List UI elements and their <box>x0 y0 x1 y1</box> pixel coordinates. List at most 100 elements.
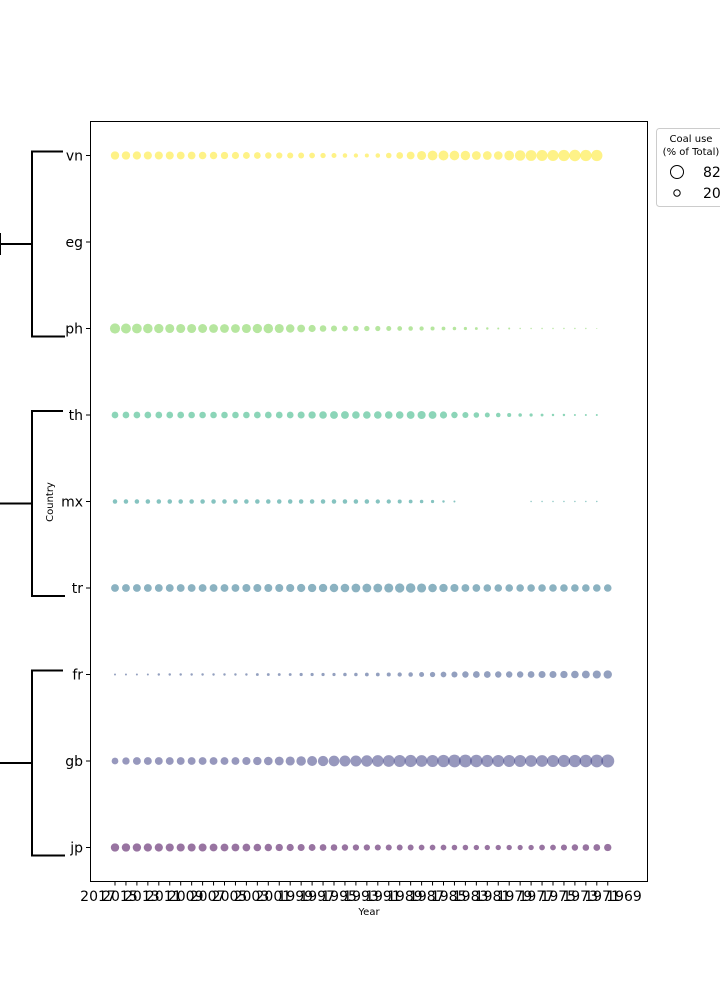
data-point-th <box>330 411 338 419</box>
data-point-jp <box>571 844 579 851</box>
data-point-fr <box>190 673 193 676</box>
data-point-fr <box>135 673 138 676</box>
data-point-ph <box>497 327 500 330</box>
x-tick-label: 1979 <box>497 889 533 905</box>
x-tick-label: 1971 <box>584 889 620 905</box>
data-point-th <box>374 411 382 419</box>
data-point-th <box>406 411 415 419</box>
data-point-mx <box>233 499 238 504</box>
data-point-gb <box>143 757 152 765</box>
data-point-ph <box>143 323 153 334</box>
data-point-fr <box>288 673 292 676</box>
data-point-vn <box>309 152 315 159</box>
data-point-ph <box>552 327 554 330</box>
data-point-th <box>319 411 327 419</box>
data-point-gb <box>404 754 417 768</box>
data-point-gb <box>231 757 240 765</box>
data-point-fr <box>168 673 171 676</box>
data-point-tr <box>318 583 328 593</box>
data-point-ph <box>530 327 532 330</box>
data-point-vn <box>591 149 603 162</box>
dendrogram-branch <box>0 410 65 597</box>
data-point-th <box>243 411 250 419</box>
data-point-mx <box>123 499 129 504</box>
data-point-gb <box>317 755 329 767</box>
data-point-jp <box>550 844 556 851</box>
data-point-vn <box>427 150 438 161</box>
data-point-ph <box>165 323 175 334</box>
data-point-gb <box>415 755 428 767</box>
data-point-jp <box>132 843 142 852</box>
data-point-jp <box>582 844 590 851</box>
data-point-mx <box>386 499 391 504</box>
y-tick-label: vn <box>66 149 83 165</box>
data-point-fr <box>113 673 117 676</box>
x-tick-label: 1983 <box>453 889 489 905</box>
data-point-fr <box>603 670 612 679</box>
data-point-gb <box>393 754 406 768</box>
data-point-vn <box>253 152 261 159</box>
data-point-jp <box>165 843 174 852</box>
data-point-jp <box>275 843 283 852</box>
data-point-vn <box>132 151 142 160</box>
data-point-ph <box>176 323 186 334</box>
data-point-jp <box>242 843 251 852</box>
data-point-gb <box>339 755 351 767</box>
data-point-mx <box>342 499 348 504</box>
data-point-gb <box>328 755 340 767</box>
data-point-jp <box>451 844 458 851</box>
data-point-fr <box>245 673 248 676</box>
x-tick-label: 1977 <box>519 889 555 905</box>
data-point-jp <box>506 844 512 851</box>
data-point-gb <box>536 755 548 767</box>
data-point-mx <box>552 500 554 503</box>
data-point-tr <box>340 583 350 593</box>
legend-label: 20 <box>703 186 720 202</box>
data-point-fr <box>201 673 204 676</box>
data-point-fr <box>571 670 579 679</box>
data-point-gb <box>503 754 516 768</box>
x-axis-label: Year <box>357 907 380 918</box>
data-point-tr <box>505 584 513 592</box>
data-point-tr <box>286 583 295 593</box>
data-point-fr <box>354 672 358 677</box>
data-point-vn <box>406 151 415 160</box>
y-tick-label: fr <box>72 668 83 684</box>
data-point-jp <box>209 843 218 852</box>
data-point-vn <box>209 151 218 160</box>
legend-box <box>656 128 720 207</box>
data-point-gb <box>253 756 262 766</box>
data-point-ph <box>274 323 284 334</box>
data-point-gb <box>209 757 218 765</box>
data-point-tr <box>122 584 130 592</box>
data-point-th <box>417 410 426 420</box>
data-point-vn <box>438 150 449 161</box>
data-point-jp <box>418 844 425 851</box>
data-point-mx <box>244 499 249 504</box>
x-tick-label: 1995 <box>321 889 357 905</box>
data-point-fr <box>462 671 469 678</box>
data-point-fr <box>483 671 491 678</box>
data-point-gb <box>165 757 174 765</box>
data-point-tr <box>571 584 579 592</box>
data-point-vn <box>460 150 471 161</box>
data-point-ph <box>364 325 370 332</box>
data-point-tr <box>253 584 262 592</box>
data-point-fr <box>538 670 546 679</box>
data-point-th <box>529 413 533 417</box>
data-point-jp <box>253 843 262 852</box>
data-point-ph <box>375 325 381 332</box>
data-point-th <box>363 411 371 419</box>
data-point-ph <box>596 327 598 330</box>
data-point-ph <box>231 324 240 333</box>
data-point-tr <box>373 583 383 593</box>
data-point-vn <box>536 150 548 161</box>
data-point-tr <box>297 583 306 593</box>
data-point-tr <box>494 584 503 592</box>
data-point-gb <box>525 755 538 767</box>
data-point-ph <box>120 323 131 334</box>
data-point-tr <box>483 584 492 592</box>
legend-marker <box>673 189 681 197</box>
data-point-jp <box>604 843 612 852</box>
data-point-vn <box>514 150 526 161</box>
